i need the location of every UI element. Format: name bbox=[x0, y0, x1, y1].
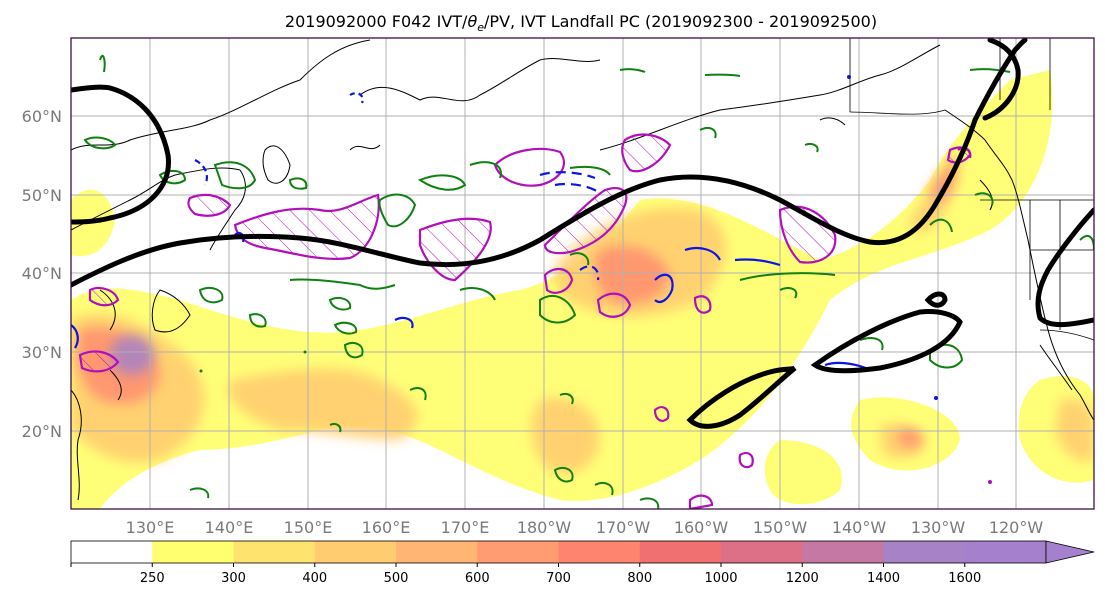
colorbar-tick-label: 500 bbox=[384, 571, 409, 586]
longitude-labels: 130°E 140°E 150°E 160°E 170°E 180°W 170°… bbox=[126, 518, 1044, 537]
colorbar-segments bbox=[70, 540, 1047, 564]
lon-label-160e: 160°E bbox=[362, 518, 411, 537]
jet-contours bbox=[71, 38, 1094, 429]
ivt-shading bbox=[71, 70, 1094, 509]
colorbar-tick-label: 250 bbox=[140, 571, 165, 586]
lon-label-140w: 140°W bbox=[832, 518, 887, 537]
colorbar-tick-label: 1400 bbox=[867, 571, 900, 586]
coastlines bbox=[71, 39, 1094, 501]
lat-label-30n: 30°N bbox=[22, 343, 62, 362]
lon-label-150w: 150°W bbox=[753, 518, 808, 537]
lon-label-130e: 130°E bbox=[126, 518, 175, 537]
colorbar-segment bbox=[152, 541, 234, 563]
lon-label-140e: 140°E bbox=[205, 518, 254, 537]
pv-contours bbox=[493, 146, 972, 509]
colorbar-segment bbox=[721, 541, 803, 563]
lon-label-170w: 170°W bbox=[596, 518, 651, 537]
colorbar-tick-label: 300 bbox=[221, 571, 246, 586]
colorbar-tick-label: 600 bbox=[465, 571, 490, 586]
colorbar-tick-label: 700 bbox=[546, 571, 571, 586]
colorbar-segment bbox=[71, 541, 153, 563]
colorbar-segment bbox=[396, 541, 478, 563]
colorbar-segment bbox=[964, 541, 1047, 563]
lat-label-60n: 60°N bbox=[22, 107, 62, 126]
blue-contours bbox=[71, 92, 871, 371]
colorbar-extend-arrow bbox=[1045, 540, 1095, 564]
colorbar-segment bbox=[802, 541, 884, 563]
colorbar-segment bbox=[314, 541, 397, 563]
lon-label-130w: 130°W bbox=[911, 518, 966, 537]
lon-label-160w: 160°W bbox=[674, 518, 729, 537]
latitude-labels: 20°N 30°N 40°N 50°N 60°N bbox=[22, 107, 62, 441]
colorbar-tick-label: 1000 bbox=[704, 571, 737, 586]
lat-label-40n: 40°N bbox=[22, 264, 62, 283]
colorbar-segment bbox=[639, 541, 722, 563]
colorbar-tick-label: 1600 bbox=[948, 571, 981, 586]
lat-label-20n: 20°N bbox=[22, 422, 62, 441]
lon-label-180w: 180°W bbox=[517, 518, 572, 537]
colorbar-segment bbox=[883, 541, 966, 563]
colorbar-segment bbox=[558, 541, 641, 563]
lon-label-120w: 120°W bbox=[989, 518, 1044, 537]
colorbar-tick-label: 1200 bbox=[786, 571, 819, 586]
map-frame bbox=[70, 37, 1095, 510]
colorbar-segment bbox=[477, 541, 559, 563]
small-markers bbox=[199, 75, 992, 484]
lon-label-170e: 170°E bbox=[441, 518, 490, 537]
borders bbox=[849, 38, 1094, 341]
map-panel bbox=[70, 37, 1095, 510]
graticule bbox=[71, 38, 1094, 509]
green-contours bbox=[83, 54, 1094, 509]
map-title: 2019092000 F042 IVT/θe/PV, IVT Landfall … bbox=[285, 12, 877, 34]
colorbar-tick-label: 400 bbox=[302, 571, 327, 586]
colorbar: 250 300 400 500 600 700 800 1000 1200 1400 1600 bbox=[70, 540, 1095, 586]
colorbar-tick-label: 800 bbox=[627, 571, 652, 586]
lon-label-150e: 150°E bbox=[284, 518, 333, 537]
colorbar-ticks: 250 300 400 500 600 700 800 1000 1200 1400 1600 bbox=[70, 563, 981, 586]
lat-label-50n: 50°N bbox=[22, 186, 62, 205]
colorbar-segment bbox=[233, 541, 316, 563]
